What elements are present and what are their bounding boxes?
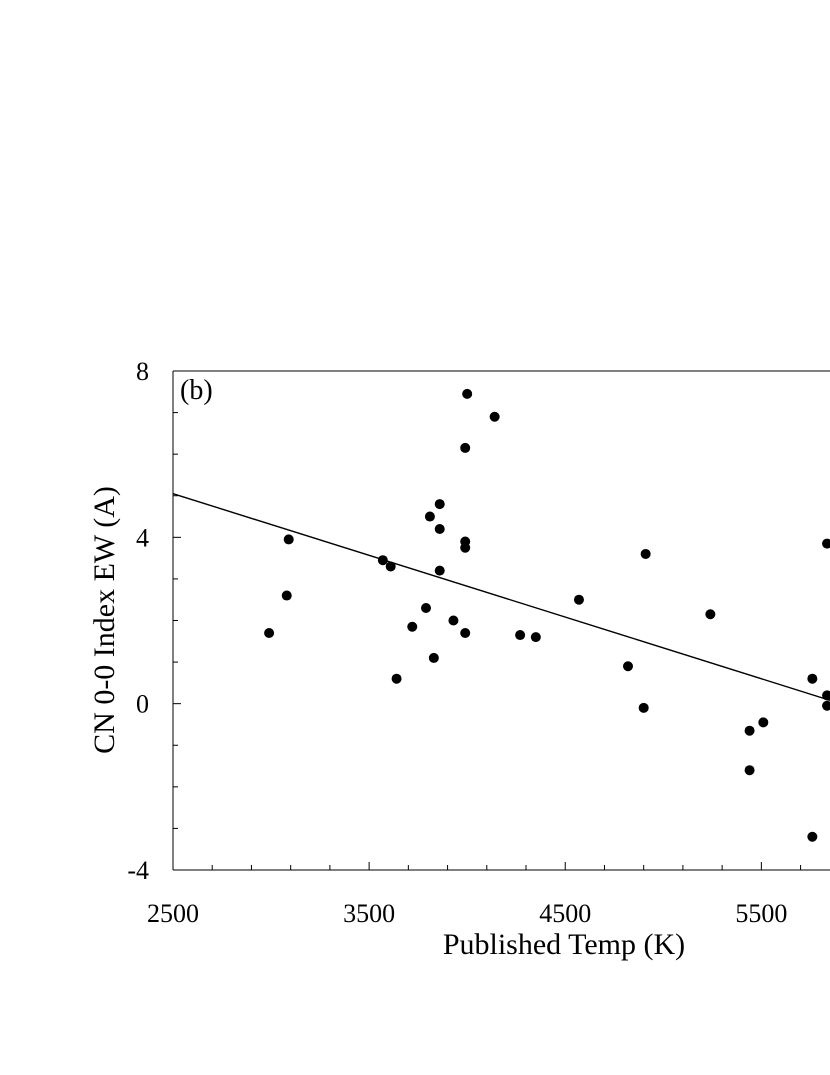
data-point bbox=[377, 555, 388, 566]
data-point bbox=[391, 673, 402, 684]
data-point bbox=[448, 615, 459, 626]
panel-label: (b) bbox=[180, 375, 213, 406]
data-point bbox=[283, 534, 294, 545]
y-tick-label: 8 bbox=[136, 357, 149, 386]
data-point bbox=[822, 690, 830, 701]
data-point bbox=[434, 524, 445, 535]
data-point bbox=[807, 831, 818, 842]
data-point bbox=[822, 700, 830, 711]
data-point bbox=[420, 603, 431, 614]
data-point bbox=[407, 621, 418, 632]
data-point bbox=[460, 627, 471, 638]
data-point bbox=[515, 630, 526, 641]
data-point bbox=[264, 627, 275, 638]
data-point bbox=[434, 565, 445, 576]
data-point bbox=[573, 594, 584, 605]
data-point bbox=[640, 548, 651, 559]
data-point bbox=[638, 702, 649, 713]
data-point bbox=[434, 499, 445, 510]
data-point bbox=[744, 765, 755, 776]
fit-line-group bbox=[172, 493, 830, 702]
x-tick-label: 2500 bbox=[147, 899, 199, 928]
x-tick-label: 3500 bbox=[343, 899, 395, 928]
data-point bbox=[807, 673, 818, 684]
x-tick-label: 5500 bbox=[735, 899, 787, 928]
data-point bbox=[744, 725, 755, 736]
data-point bbox=[424, 511, 435, 522]
data-point bbox=[622, 661, 633, 672]
x-axis-title: Published Temp (K) bbox=[443, 928, 685, 961]
data-point bbox=[489, 411, 500, 422]
fit-line bbox=[172, 493, 830, 702]
ticks: -4 0 4 8 2500 3500 4500 5500 bbox=[127, 357, 802, 928]
x-tick-label: 4500 bbox=[539, 899, 591, 928]
y-tick-label: 4 bbox=[136, 523, 149, 552]
data-point bbox=[428, 652, 439, 663]
y-tick-label: 0 bbox=[136, 690, 149, 719]
axes bbox=[172, 370, 830, 871]
data-point bbox=[758, 717, 769, 728]
data-point bbox=[460, 442, 471, 453]
data-point bbox=[530, 632, 541, 643]
data-point bbox=[460, 542, 471, 553]
data-point bbox=[822, 538, 830, 549]
y-tick-label: -4 bbox=[127, 856, 149, 885]
data-point bbox=[462, 388, 473, 399]
y-axis-title: CN 0-0 Index EW (A) bbox=[88, 486, 121, 754]
data-point bbox=[385, 561, 396, 572]
data-points bbox=[264, 388, 830, 842]
data-point bbox=[705, 609, 716, 620]
data-point bbox=[281, 590, 292, 601]
